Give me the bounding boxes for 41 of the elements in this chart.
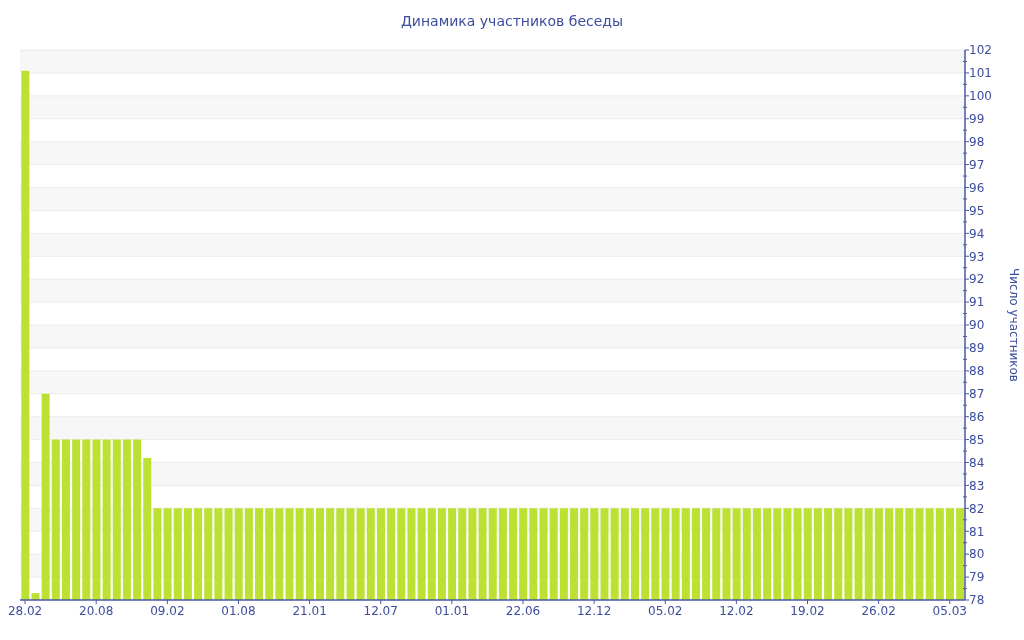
y-tick-label: 95 [969,203,985,218]
x-tick-label: 28.02 [7,604,43,618]
y-tick-label: 79 [969,570,985,585]
y-tick-label: 80 [969,547,985,562]
chart-title: Динамика участников беседы [399,12,625,30]
x-tick-label: 26.02 [861,604,896,618]
y-tick-label: 101 [969,66,992,81]
x-tick-label: 12.02 [719,604,754,618]
y-tick-label: 92 [969,272,985,287]
x-tick-label: 09.02 [150,604,185,618]
y-tick-label: 83 [969,478,985,493]
x-tick-label: 05.02 [648,604,683,618]
y-tick-label: 82 [969,501,985,516]
y-tick-label: 97 [969,157,985,172]
y-tick-label: 91 [969,295,985,310]
y-tick-label: 78 [969,593,985,608]
y-tick-label: 90 [969,318,985,333]
y-tick-label: 88 [969,364,985,379]
y-tick-label: 86 [969,409,985,424]
y-tick-label: 102 [969,43,992,58]
y-tick-label: 96 [969,180,985,195]
y-tick-label: 94 [969,226,985,241]
x-tick-label: 01.01 [434,604,470,618]
x-tick-label: 22.06 [505,604,541,618]
x-tick-label: 12.07 [363,604,398,618]
y-tick-label: 89 [969,341,985,356]
x-tick-label: 12.12 [576,604,612,618]
y-tick-label: 93 [969,249,985,264]
y-tick-label: 85 [969,432,985,447]
y-tick-label: 81 [969,524,985,539]
x-tick-label: 19.02 [790,604,825,618]
y-tick-label: 87 [969,387,985,402]
x-tick-label: 21.01 [292,604,327,618]
x-tick-label: 20.08 [79,604,114,618]
y-tick-label: 84 [969,455,985,470]
x-tick-label: 05.03 [932,604,967,618]
x-tick-label: 01.08 [221,604,256,618]
y-tick-label: 100 [969,89,992,104]
y-tick-label: 99 [969,112,985,127]
y-axis-title: Число участников [1006,268,1021,382]
y-tick-label: 98 [969,134,985,149]
